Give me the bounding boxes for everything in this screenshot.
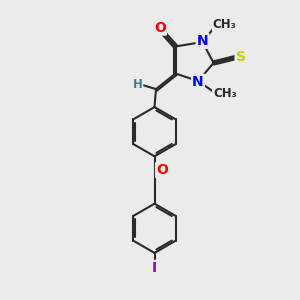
Text: S: S xyxy=(236,50,246,64)
Text: O: O xyxy=(156,163,168,177)
Text: N: N xyxy=(197,34,208,48)
Text: CH₃: CH₃ xyxy=(213,17,237,31)
Text: O: O xyxy=(154,21,166,34)
Text: N: N xyxy=(192,75,204,88)
Text: CH₃: CH₃ xyxy=(213,87,237,101)
Text: H: H xyxy=(133,77,142,91)
Text: I: I xyxy=(152,261,157,275)
